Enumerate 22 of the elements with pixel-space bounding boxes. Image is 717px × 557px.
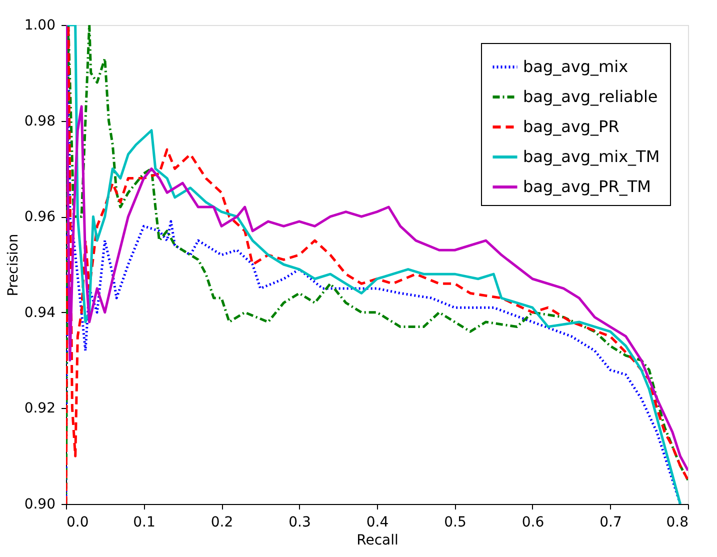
x-tick-label: 0.7 xyxy=(600,514,622,530)
y-tick-label: 0.96 xyxy=(24,209,56,226)
x-axis-title: Recall xyxy=(356,532,398,548)
x-tick-label: 0.3 xyxy=(288,514,311,530)
legend-label: bag_avg_mix xyxy=(523,57,628,76)
y-tick-label: 0.92 xyxy=(24,400,56,417)
x-tick-label: 0.1 xyxy=(133,514,156,530)
y-tick-label: 0.94 xyxy=(24,304,56,321)
y-tick-label: 0.98 xyxy=(24,113,56,130)
x-tick-label: 0.6 xyxy=(522,514,544,530)
legend-label: bag_avg_PR xyxy=(523,117,620,136)
legend-label: bag_avg_PR_TM xyxy=(523,177,651,196)
x-tick-label: 0.8 xyxy=(666,514,688,530)
y-tick-label: 0.90 xyxy=(24,496,56,512)
legend-label: bag_avg_reliable xyxy=(523,87,658,106)
x-tick-label: 0.2 xyxy=(210,514,234,530)
x-tick-label: 0.0 xyxy=(66,514,89,530)
y-tick-label: 1.00 xyxy=(24,18,56,34)
y-axis-title: Precision xyxy=(5,234,22,296)
x-tick-label: 0.5 xyxy=(444,514,466,530)
x-tick-label: 0.4 xyxy=(366,514,389,530)
legend-label: bag_avg_mix_TM xyxy=(523,147,660,166)
